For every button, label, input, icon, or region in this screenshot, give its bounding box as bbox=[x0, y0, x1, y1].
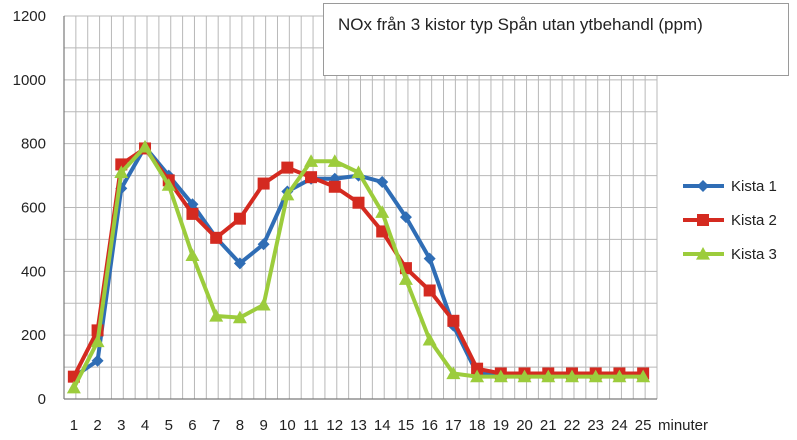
legend-item: Kista 2 bbox=[683, 212, 777, 229]
triangle-marker bbox=[375, 205, 390, 218]
y-tick-label: 800 bbox=[21, 136, 46, 153]
triangle-marker bbox=[280, 187, 295, 201]
x-tick-label: 7 bbox=[212, 417, 220, 434]
x-tick-label: 1 bbox=[70, 417, 78, 434]
x-tick-label: 6 bbox=[188, 417, 196, 434]
x-tick-label: 11 bbox=[303, 417, 319, 434]
x-tick-label: 16 bbox=[421, 417, 438, 434]
diamond-marker bbox=[423, 252, 436, 265]
diamond-marker bbox=[697, 180, 709, 192]
triangle-marker bbox=[588, 369, 603, 383]
y-tick-label: 1200 bbox=[13, 8, 46, 25]
square-marker bbox=[210, 231, 223, 244]
legend: Kista 1 Kista 2 Kista 3 bbox=[683, 178, 777, 263]
x-tick-label: 18 bbox=[469, 417, 486, 434]
x-tick-label: 15 bbox=[398, 417, 415, 434]
triangle-marker bbox=[90, 334, 105, 348]
x-tick-label: 19 bbox=[492, 417, 509, 434]
x-tick-label: 13 bbox=[350, 417, 367, 434]
legend-label: Kista 1 bbox=[731, 178, 777, 195]
legend-item: Kista 1 bbox=[683, 178, 777, 195]
legend-item: Kista 3 bbox=[683, 246, 777, 263]
square-marker bbox=[233, 212, 246, 225]
x-axis-label: minuter bbox=[658, 417, 708, 434]
square-marker bbox=[376, 225, 389, 238]
x-tick-label: 2 bbox=[93, 417, 101, 434]
x-tick-label: 5 bbox=[165, 417, 173, 434]
square-marker bbox=[328, 180, 341, 193]
x-tick-label: 23 bbox=[587, 417, 604, 434]
legend-label: Kista 2 bbox=[731, 212, 777, 229]
triangle-marker bbox=[256, 297, 271, 311]
y-tick-label: 400 bbox=[21, 263, 46, 280]
square-marker bbox=[281, 161, 294, 174]
x-tick-label: 3 bbox=[117, 417, 125, 434]
triangle-marker bbox=[304, 154, 319, 167]
triangle-marker bbox=[209, 309, 224, 322]
y-tick-label: 1000 bbox=[13, 72, 46, 89]
triangle-marker bbox=[636, 369, 651, 383]
x-tick-label: 20 bbox=[516, 417, 533, 434]
y-axis: 0 200 400 600 800 1000 1200 bbox=[13, 8, 46, 408]
diamond-marker bbox=[91, 354, 104, 367]
diamond-marker bbox=[399, 211, 412, 224]
square-marker bbox=[423, 284, 436, 297]
x-axis: 1 2 3 4 5 6 7 8 9 10 11 12 13 14 15 16 17 18 19 20 21 22 23 24 2… bbox=[70, 417, 652, 434]
series-kista-3 bbox=[66, 139, 651, 394]
triangle-marker bbox=[470, 369, 485, 383]
triangle-marker bbox=[517, 369, 532, 383]
square-marker bbox=[447, 314, 460, 327]
triangle-marker bbox=[493, 369, 508, 383]
x-tick-label: 10 bbox=[279, 417, 296, 434]
x-tick-label: 17 bbox=[445, 417, 462, 434]
square-marker bbox=[305, 171, 318, 184]
triangle-marker bbox=[114, 165, 129, 178]
y-tick-label: 600 bbox=[21, 200, 46, 217]
series-group bbox=[66, 139, 651, 394]
square-marker bbox=[471, 362, 484, 375]
triangle-marker bbox=[612, 369, 627, 383]
x-tick-label: 14 bbox=[374, 417, 391, 434]
triangle-marker bbox=[161, 178, 176, 191]
triangle-marker bbox=[185, 248, 200, 261]
triangle-marker bbox=[351, 165, 366, 178]
y-tick-label: 200 bbox=[21, 327, 46, 344]
triangle-marker bbox=[422, 332, 437, 346]
diamond-marker bbox=[233, 257, 246, 270]
square-marker bbox=[352, 196, 365, 209]
triangle-marker bbox=[541, 369, 556, 383]
legend-label: Kista 3 bbox=[731, 246, 777, 263]
x-tick-label: 8 bbox=[236, 417, 244, 434]
square-marker bbox=[257, 177, 270, 190]
triangle-marker bbox=[564, 369, 579, 383]
x-tick-label: 25 bbox=[635, 417, 652, 434]
x-tick-label: 9 bbox=[259, 417, 267, 434]
triangle-marker bbox=[232, 310, 247, 324]
square-marker bbox=[186, 207, 199, 220]
y-tick-label: 0 bbox=[38, 391, 46, 408]
x-tick-label: 12 bbox=[326, 417, 343, 434]
triangle-marker bbox=[696, 247, 710, 260]
chart-title: NOx från 3 kistor typ Spån utan ytbehand… bbox=[338, 15, 703, 34]
triangle-marker bbox=[138, 139, 153, 153]
x-tick-label: 21 bbox=[540, 417, 557, 434]
triangle-marker bbox=[66, 380, 81, 394]
chart-title-box: NOx från 3 kistor typ Spån utan ytbehand… bbox=[323, 3, 789, 76]
x-tick-label: 4 bbox=[141, 417, 149, 434]
triangle-marker bbox=[446, 366, 461, 380]
triangle-marker bbox=[398, 272, 413, 285]
x-tick-label: 22 bbox=[564, 417, 581, 434]
diamond-marker bbox=[257, 238, 270, 251]
diamond-marker bbox=[376, 175, 389, 188]
x-tick-label: 24 bbox=[611, 417, 628, 434]
triangle-marker bbox=[327, 154, 342, 167]
square-marker bbox=[697, 214, 709, 226]
